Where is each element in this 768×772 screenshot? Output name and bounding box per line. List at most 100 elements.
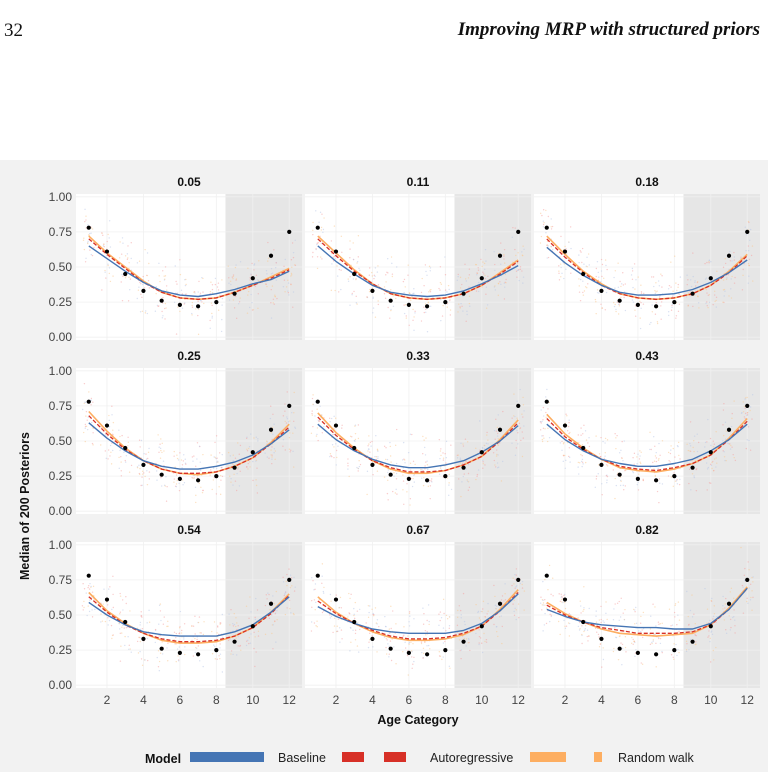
posterior-dot — [385, 446, 387, 449]
posterior-dot — [332, 433, 334, 436]
posterior-dot — [493, 459, 496, 462]
posterior-dot — [501, 460, 504, 463]
posterior-dot — [107, 263, 109, 265]
posterior-dot — [640, 615, 642, 618]
truth-point — [406, 302, 411, 308]
posterior-dot — [426, 460, 428, 462]
posterior-dot — [408, 643, 410, 646]
facet-panel: 0.672 4 6 8 10 12 — [305, 523, 531, 707]
posterior-dot — [495, 608, 498, 610]
posterior-dot — [161, 310, 163, 313]
posterior-dot — [547, 256, 550, 259]
truth-point — [497, 601, 503, 606]
posterior-dot — [238, 485, 241, 487]
posterior-dot — [145, 310, 147, 312]
posterior-dot — [523, 425, 525, 427]
posterior-dot — [160, 449, 162, 452]
posterior-dot — [146, 252, 149, 254]
posterior-dot — [141, 473, 144, 475]
posterior-dot — [511, 584, 513, 587]
posterior-dot — [695, 289, 697, 291]
posterior-dot — [87, 234, 90, 236]
truth-point — [479, 450, 484, 455]
posterior-dot — [221, 671, 224, 673]
posterior-dot — [316, 408, 318, 410]
posterior-dot — [285, 286, 288, 288]
posterior-dot — [636, 483, 639, 486]
posterior-dot — [496, 630, 498, 633]
posterior-dot — [290, 612, 292, 614]
posterior-dot — [403, 278, 406, 281]
posterior-dot — [164, 266, 167, 268]
posterior-dot — [631, 636, 633, 639]
posterior-dot — [284, 420, 286, 423]
posterior-dot — [245, 605, 248, 608]
posterior-dot — [650, 615, 652, 617]
posterior-dot — [673, 255, 676, 257]
posterior-dot — [136, 262, 139, 264]
posterior-dot — [403, 634, 405, 636]
posterior-dot — [429, 497, 431, 500]
posterior-dot — [174, 265, 176, 267]
posterior-dot — [465, 638, 468, 640]
posterior-dot — [287, 290, 289, 292]
posterior-dot — [198, 280, 200, 283]
posterior-dot — [107, 233, 109, 236]
posterior-dot — [266, 285, 268, 288]
posterior-dot — [376, 271, 379, 273]
posterior-dot — [86, 614, 88, 617]
posterior-dot — [521, 583, 523, 586]
posterior-dot — [603, 457, 605, 460]
posterior-dot — [485, 286, 488, 288]
posterior-dot — [618, 635, 621, 638]
posterior-dot — [174, 643, 176, 645]
posterior-dot — [689, 445, 692, 447]
posterior-dot — [390, 309, 392, 312]
posterior-dot — [414, 310, 416, 313]
posterior-dot — [439, 289, 441, 291]
posterior-dot — [136, 640, 139, 643]
posterior-dot — [693, 435, 696, 437]
posterior-dot — [478, 642, 480, 644]
posterior-dot — [138, 439, 141, 441]
posterior-dot — [198, 482, 200, 484]
posterior-dot — [374, 316, 377, 318]
posterior-dot — [312, 579, 314, 582]
posterior-dot — [606, 268, 608, 271]
posterior-dot — [751, 590, 753, 592]
posterior-dot — [564, 245, 566, 248]
posterior-dot — [91, 442, 94, 445]
posterior-dot — [353, 607, 355, 610]
posterior-dot — [329, 420, 331, 423]
posterior-dot — [586, 635, 589, 638]
baseline-line — [546, 423, 748, 467]
posterior-dot — [108, 237, 110, 239]
posterior-dot — [731, 417, 733, 420]
posterior-dot — [514, 248, 516, 251]
posterior-dot — [402, 635, 404, 637]
posterior-dot — [460, 495, 462, 498]
posterior-dot — [139, 624, 141, 626]
posterior-dot — [734, 276, 736, 279]
posterior-dot — [83, 382, 86, 385]
posterior-dot — [310, 621, 313, 623]
posterior-dot — [557, 620, 560, 623]
truth-point — [159, 472, 164, 477]
posterior-dot — [486, 434, 488, 436]
posterior-dot — [357, 437, 360, 440]
posterior-dot — [185, 283, 187, 286]
posterior-dot — [294, 586, 296, 588]
posterior-dot — [127, 300, 130, 302]
posterior-dot — [139, 467, 141, 470]
posterior-dot — [248, 637, 250, 639]
posterior-dot — [412, 663, 414, 665]
posterior-dot — [513, 610, 515, 613]
posterior-dot — [552, 595, 554, 597]
posterior-dot — [462, 462, 464, 465]
posterior-dot — [706, 301, 708, 303]
posterior-dot — [317, 419, 320, 422]
posterior-dot — [634, 655, 636, 658]
posterior-dot — [368, 435, 370, 437]
posterior-dot — [257, 440, 259, 442]
posterior-dot — [125, 626, 128, 629]
